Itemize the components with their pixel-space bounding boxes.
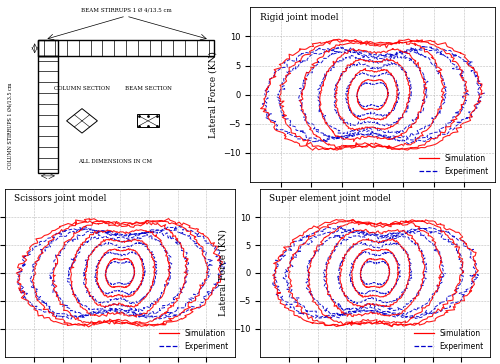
Bar bbox=[38, 40, 58, 56]
Text: Rigid joint model: Rigid joint model bbox=[260, 12, 338, 21]
Text: COLUMN STIRRUPS 1 Ø4/13.5 cm: COLUMN STIRRUPS 1 Ø4/13.5 cm bbox=[7, 83, 12, 169]
Bar bbox=[38, 40, 214, 56]
Legend: Simulation, Experiment: Simulation, Experiment bbox=[412, 327, 486, 353]
Legend: Simulation, Experiment: Simulation, Experiment bbox=[417, 152, 491, 178]
Text: ALL DIMENSIONS IN CM: ALL DIMENSIONS IN CM bbox=[78, 159, 152, 163]
Legend: Simulation, Experiment: Simulation, Experiment bbox=[157, 327, 231, 353]
Bar bbox=[137, 114, 159, 127]
X-axis label: Drift Ratio (%): Drift Ratio (%) bbox=[339, 206, 406, 215]
Bar bbox=[38, 56, 58, 173]
Text: BEAM SECTION: BEAM SECTION bbox=[124, 86, 172, 91]
Text: Super element joint model: Super element joint model bbox=[269, 194, 391, 203]
Y-axis label: Lateral Force (KN): Lateral Force (KN) bbox=[208, 51, 217, 138]
Text: BEAM STIRRUPS 1 Ø 4/13.5 cm: BEAM STIRRUPS 1 Ø 4/13.5 cm bbox=[80, 8, 172, 12]
Text: COLUMN SECTION: COLUMN SECTION bbox=[54, 86, 110, 91]
Text: Scissors joint model: Scissors joint model bbox=[14, 194, 106, 203]
Y-axis label: Lateral Force (KN): Lateral Force (KN) bbox=[218, 230, 227, 316]
